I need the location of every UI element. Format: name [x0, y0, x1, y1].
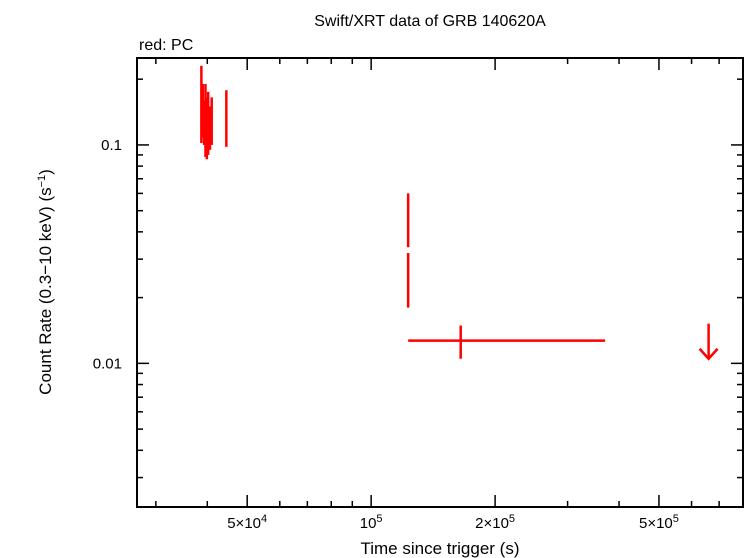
y-axis-label-close: ) [36, 169, 55, 175]
x-axis-tick-labels: 5×104 105 2×105 5×105 [227, 513, 679, 532]
upper-limit-arrow [698, 323, 719, 361]
data-point [206, 91, 210, 155]
data-point [406, 253, 410, 308]
data-point [225, 90, 228, 147]
x-axis-ticks [155, 58, 744, 507]
data-point [408, 325, 606, 359]
x-tick-label: 5×104 [227, 513, 267, 532]
y-tick-label: 0.1 [101, 137, 122, 154]
legend-note: red: PC [139, 37, 193, 54]
y-axis-ticks [137, 78, 743, 479]
y-axis-label-main: Count Rate (0.3−10 keV) (s [36, 187, 55, 394]
x-tick-label: 2×105 [475, 513, 515, 532]
y-tick-label: 0.01 [93, 355, 122, 372]
data-series-pc [200, 65, 719, 361]
x-tick-label: 105 [360, 513, 383, 532]
chart-title: Swift/XRT data of GRB 140620A [314, 13, 546, 30]
upper-limit-head [698, 347, 719, 361]
plot-frame [136, 57, 744, 508]
data-point [210, 97, 213, 145]
y-axis-tick-labels: 0.1 0.01 [93, 137, 122, 372]
y-axis-label: Count Rate (0.3−10 keV) (s−1) [36, 169, 55, 395]
x-axis-label: Time since trigger (s) [360, 539, 519, 558]
x-tick-label: 5×105 [639, 513, 679, 532]
data-point [406, 193, 410, 248]
y-axis-label-exponent: −1 [36, 175, 48, 188]
